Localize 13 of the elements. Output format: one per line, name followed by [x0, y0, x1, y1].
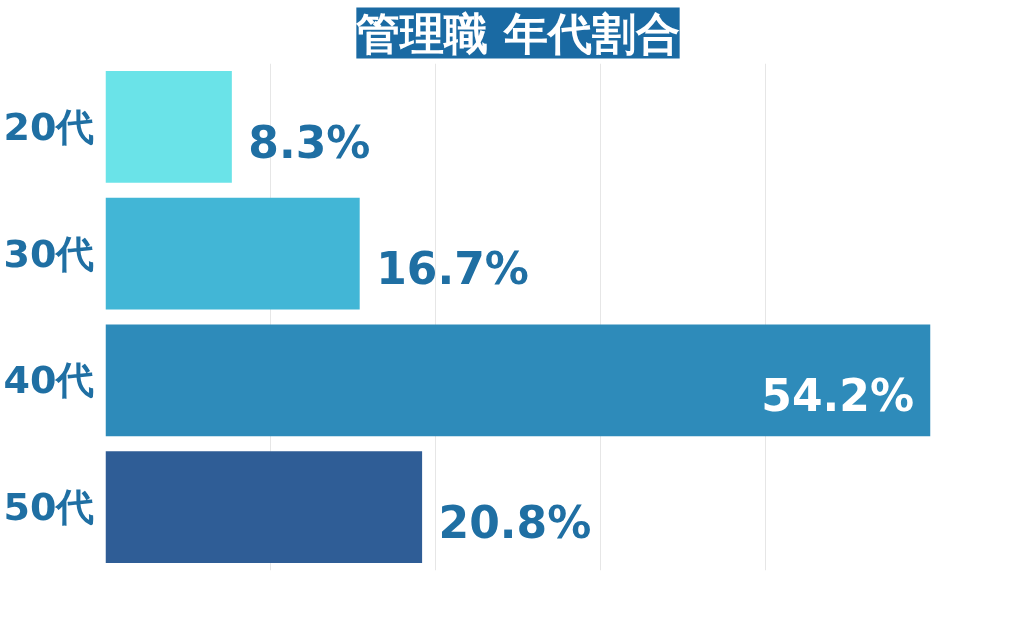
y-tick-label: 20代 — [3, 104, 95, 149]
data-label: 54.2% — [761, 370, 915, 422]
chart-title: 管理職 年代割合 — [355, 7, 680, 59]
data-label: 16.7% — [376, 243, 529, 295]
bar — [105, 71, 232, 183]
y-tick-label: 50代 — [3, 485, 95, 530]
y-tick-label: 30代 — [3, 231, 95, 276]
y-tick-label: 40代 — [3, 358, 95, 403]
bar — [105, 451, 423, 563]
data-label: 8.3% — [248, 116, 371, 168]
bar — [105, 197, 360, 310]
bar — [105, 324, 931, 437]
data-label: 20.8% — [438, 496, 592, 548]
